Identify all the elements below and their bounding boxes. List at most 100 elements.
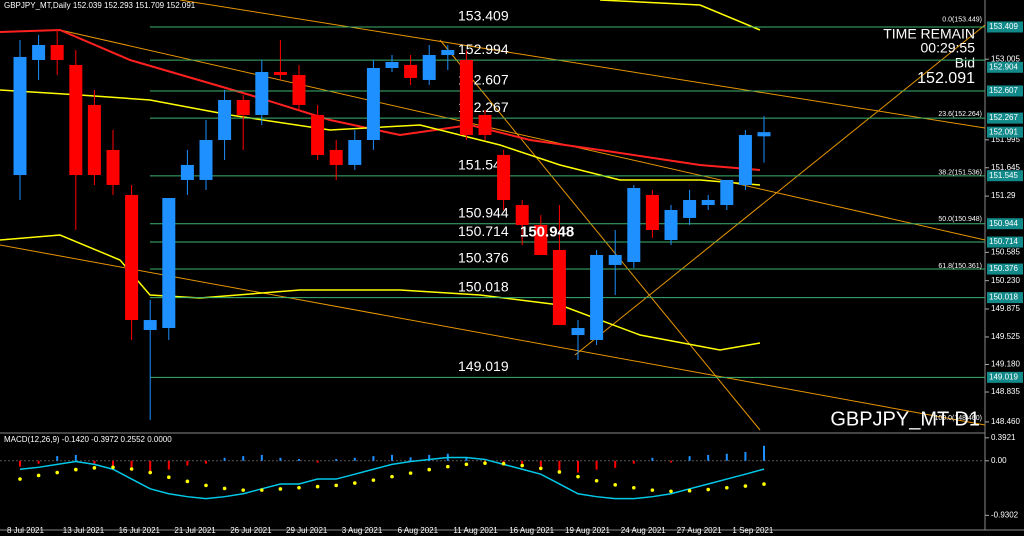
trend-line (439, 39, 761, 431)
price-tag (987, 170, 1023, 182)
signal-dot (594, 478, 599, 483)
candle-body (478, 115, 492, 135)
candle-body (552, 249, 566, 325)
candle-body (50, 45, 64, 61)
candle-body (311, 115, 325, 155)
candle-body (497, 154, 511, 200)
x-tick-label: 13 Jul 2021 (63, 526, 105, 535)
price-tag-label: 150.714 (989, 237, 1018, 246)
signal-dot (501, 461, 506, 466)
signal-dot (576, 474, 580, 479)
y-tick-label: 151.645 (991, 163, 1020, 172)
price-tag-label: 150.376 (989, 264, 1018, 273)
candle-body (106, 149, 120, 185)
x-tick-label: 1 Sep 2021 (732, 526, 773, 535)
y-tick-label: 0.00 (991, 456, 1007, 465)
x-tick-label: 27 Aug 2021 (677, 526, 722, 535)
price-tag-label: 152.267 (989, 113, 1018, 122)
candle-body (701, 199, 715, 206)
price-tag-label: 152.904 (989, 62, 1018, 71)
signal-dot (148, 470, 152, 475)
price-tag-label: 150.944 (989, 219, 1018, 228)
candle-body (515, 205, 529, 225)
price-tag (987, 85, 1023, 97)
y-tick-label: 151.995 (991, 135, 1020, 144)
signal-dot (539, 466, 543, 471)
candle-body (180, 164, 194, 180)
time-remain-label: TIME REMAIN (883, 26, 975, 42)
price-tag (987, 236, 1023, 248)
y-tick-label: 0.3921 (991, 433, 1016, 442)
candle-body (218, 99, 232, 140)
candle-body (13, 56, 27, 176)
candle-body (459, 60, 473, 135)
price-tag-label: 151.545 (989, 171, 1018, 180)
signal-dot (241, 488, 245, 492)
signal-dot (427, 467, 432, 472)
signal-dot (129, 467, 134, 471)
macd-title: MACD(12,26,9) -0.1420 -0.3972 0.2552 0.0… (4, 435, 172, 444)
level-label: 151.543 (458, 157, 509, 173)
signal-dot (613, 483, 617, 487)
candle-body (683, 199, 697, 218)
signal-dot (743, 484, 748, 488)
y-tick-label: 149.180 (991, 360, 1020, 369)
y-tick-label: 150.230 (991, 276, 1020, 285)
candle-body (199, 139, 213, 180)
candle-body (720, 179, 734, 206)
moving-average (0, 28, 761, 171)
fib-label: 100.0(148.460) (935, 415, 982, 422)
candle-body (385, 62, 399, 68)
x-tick-label: 29 Jul 2021 (286, 526, 328, 535)
x-tick-label: 6 Aug 2021 (398, 526, 439, 535)
level-label: 150.376 (458, 250, 509, 266)
bid-value: 152.091 (917, 70, 975, 87)
signal-dot (74, 467, 78, 472)
candle-body (590, 254, 604, 340)
y-tick-label: 148.835 (991, 387, 1020, 396)
candle-body (422, 54, 436, 80)
signal-dot (464, 462, 469, 467)
signal-dot (483, 461, 487, 465)
signal-dot (315, 484, 320, 489)
fib-label: 0.0(153.449) (942, 17, 982, 24)
signal-dot (706, 487, 710, 492)
signal-dot (557, 470, 562, 474)
level-label: 153.409 (458, 8, 509, 24)
x-tick-label: 8 Jul 2021 (7, 526, 44, 535)
band-line (0, 234, 761, 351)
candle-body (329, 149, 343, 165)
signal-dot (687, 488, 692, 493)
signal-dot (632, 485, 636, 490)
fib-label: 61.8(150.361) (938, 263, 982, 270)
signal-dot (222, 486, 227, 491)
signal-dot (520, 463, 524, 468)
x-tick-label: 19 Aug 2021 (565, 526, 610, 535)
signal-dot (204, 483, 208, 488)
price-tag-label: 152.607 (989, 86, 1018, 95)
y-tick-label: 150.585 (991, 247, 1020, 256)
level-label: 149.019 (458, 358, 509, 374)
price-tag (987, 218, 1023, 230)
candle-body (366, 67, 380, 140)
y-tick-label: 149.875 (991, 304, 1020, 313)
price-tag (987, 21, 1023, 33)
candle-body (69, 64, 83, 176)
price-tag (987, 292, 1023, 304)
bid-label: Bid (955, 55, 975, 71)
signal-dot (371, 478, 376, 482)
band-line (599, 0, 761, 31)
y-tick-label: 151.29 (991, 191, 1016, 200)
signal-dot (185, 479, 190, 484)
candle-body (162, 198, 176, 329)
price-tag-label: 152.091 (989, 127, 1018, 136)
highlight-label: 150.948 (520, 223, 574, 240)
price-tag-label: 150.018 (989, 293, 1018, 302)
price-tag (987, 126, 1023, 138)
x-tick-label: 26 Jul 2021 (230, 526, 272, 535)
signal-dot (762, 482, 766, 486)
x-tick-label: 24 Aug 2021 (621, 526, 666, 535)
candle-body (255, 71, 269, 116)
